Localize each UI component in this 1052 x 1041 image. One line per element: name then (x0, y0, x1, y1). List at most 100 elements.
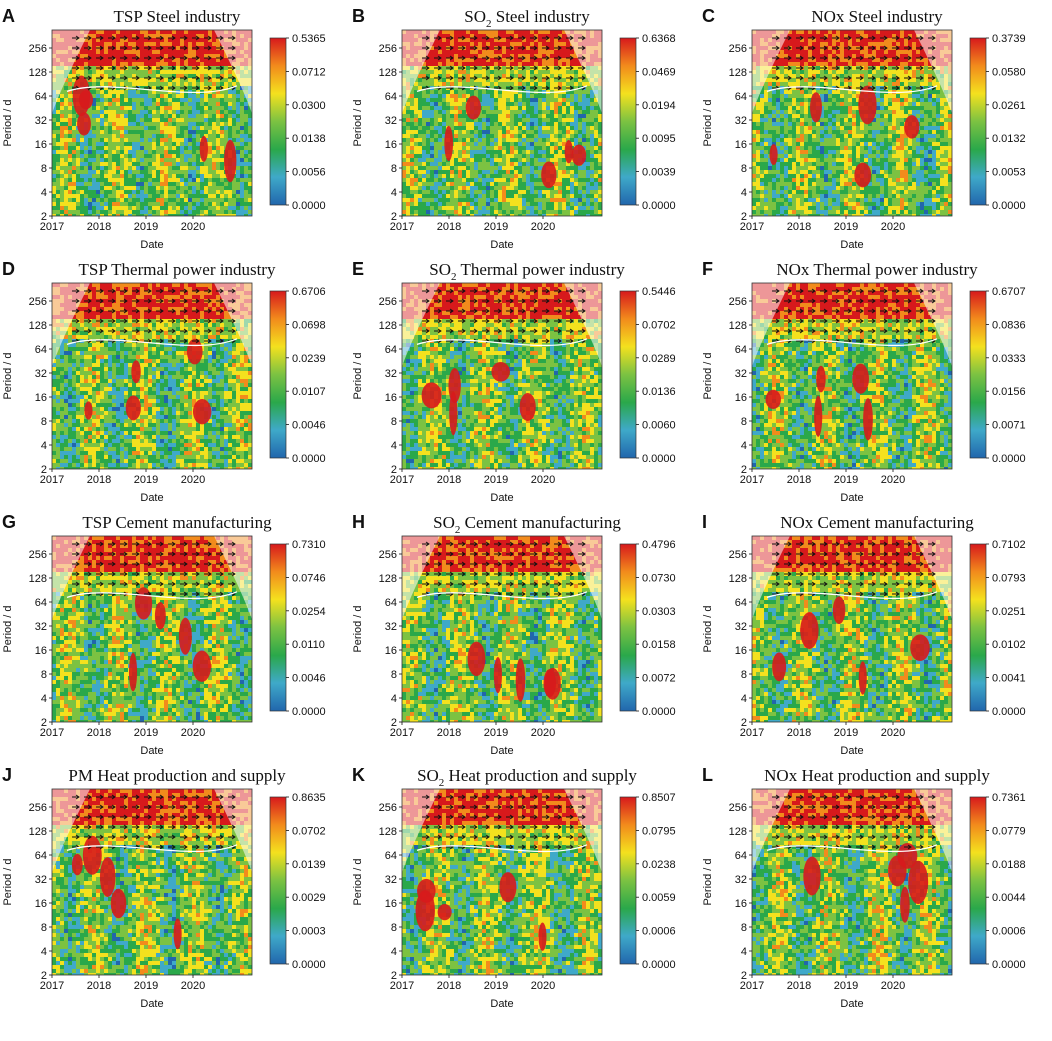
colorbar-tick-label: 0.5446 (642, 286, 676, 298)
x-tick-label: 2018 (437, 474, 461, 486)
y-tick-label: 256 (29, 802, 47, 814)
x-tick-label: 2017 (390, 727, 414, 739)
colorbar (620, 38, 636, 205)
colorbar-tick-label: 0.0006 (642, 926, 676, 938)
chart-title: SO2 Steel industry (464, 7, 590, 30)
panel-letter: J (2, 765, 12, 785)
chart-title: TSP Cement manufacturing (82, 513, 272, 532)
y-tick-label: 32 (385, 621, 397, 633)
y-tick-label: 4 (41, 440, 47, 452)
colorbar-tick-label: 0.0836 (992, 319, 1026, 331)
colorbar-tick-label: 0.4796 (642, 539, 676, 551)
colorbar-tick-label: 0.0289 (642, 353, 676, 365)
chart-title: SO2 Thermal power industry (429, 260, 625, 283)
x-tick-label: 2020 (531, 474, 555, 486)
x-axis-label: Date (140, 745, 163, 757)
x-axis-label: Date (490, 492, 513, 504)
panel-letter: D (2, 259, 15, 279)
y-tick-label: 32 (735, 874, 747, 886)
heatmap (402, 30, 602, 218)
x-tick-label: 2018 (787, 980, 811, 992)
colorbar-tick-label: 0.0056 (292, 167, 326, 179)
x-tick-label: 2018 (437, 221, 461, 233)
y-tick-label: 64 (385, 597, 397, 609)
y-axis-label: Period / d (352, 99, 364, 146)
x-tick-label: 2017 (40, 727, 64, 739)
y-tick-label: 4 (741, 693, 747, 705)
y-tick-label: 8 (741, 163, 747, 175)
heatmap (752, 536, 952, 724)
y-tick-label: 64 (35, 344, 47, 356)
colorbar-tick-label: 0.0779 (992, 825, 1026, 837)
colorbar (970, 38, 986, 205)
y-tick-label: 128 (379, 573, 397, 585)
x-tick-label: 2019 (834, 221, 858, 233)
colorbar-tick-label: 0.0795 (642, 825, 676, 837)
colorbar-tick-label: 0.8635 (292, 792, 326, 804)
y-tick-label: 128 (379, 67, 397, 79)
y-tick-label: 256 (729, 296, 747, 308)
x-tick-label: 2019 (484, 474, 508, 486)
colorbar-tick-label: 0.0793 (992, 572, 1026, 584)
colorbar-tick-label: 0.7361 (992, 792, 1026, 804)
y-axis-label: Period / d (352, 352, 364, 399)
colorbar-tick-label: 0.0194 (642, 100, 676, 112)
heatmap (52, 30, 252, 218)
chart-title: NOx Thermal power industry (776, 260, 978, 279)
y-tick-label: 8 (391, 416, 397, 428)
colorbar-tick-label: 0.0060 (642, 420, 676, 432)
y-tick-label: 32 (735, 368, 747, 380)
y-tick-label: 256 (729, 549, 747, 561)
panel-letter: F (702, 259, 713, 279)
y-tick-label: 64 (735, 597, 747, 609)
y-tick-label: 64 (35, 597, 47, 609)
colorbar-tick-label: 0.0698 (292, 319, 326, 331)
chart-title: TSP Steel industry (114, 7, 241, 26)
y-axis-label: Period / d (352, 858, 364, 905)
y-tick-label: 16 (35, 392, 47, 404)
y-axis-label: Period / d (352, 605, 364, 652)
colorbar-tick-label: 0.0303 (642, 606, 676, 618)
y-tick-label: 8 (391, 163, 397, 175)
colorbar-tick-label: 0.0702 (642, 319, 676, 331)
panel-letter: E (352, 259, 364, 279)
y-tick-label: 128 (29, 826, 47, 838)
x-tick-label: 2020 (531, 727, 555, 739)
panel-letter: I (702, 512, 707, 532)
colorbar-tick-label: 0.0000 (642, 706, 676, 718)
heatmap (52, 283, 252, 471)
colorbar-tick-label: 0.6707 (992, 286, 1026, 298)
heatmap (752, 789, 952, 977)
colorbar-tick-label: 0.8507 (642, 792, 676, 804)
x-tick-label: 2020 (181, 474, 205, 486)
y-tick-label: 128 (29, 573, 47, 585)
x-tick-label: 2017 (390, 474, 414, 486)
y-tick-label: 16 (385, 392, 397, 404)
y-tick-label: 8 (741, 416, 747, 428)
x-tick-label: 2017 (40, 980, 64, 992)
chart-title: NOx Heat production and supply (764, 766, 990, 785)
y-axis-label: Period / d (702, 605, 714, 652)
chart-title: NOx Steel industry (811, 7, 943, 26)
colorbar-tick-label: 0.0712 (292, 66, 326, 78)
y-tick-label: 32 (385, 368, 397, 380)
x-axis-label: Date (490, 998, 513, 1010)
y-tick-label: 128 (729, 573, 747, 585)
x-tick-label: 2019 (834, 474, 858, 486)
x-tick-label: 2019 (484, 221, 508, 233)
colorbar-tick-label: 0.0102 (992, 639, 1026, 651)
y-tick-label: 256 (379, 43, 397, 55)
colorbar-tick-label: 0.0580 (992, 66, 1026, 78)
chart-title: SO2 Cement manufacturing (433, 513, 621, 536)
x-tick-label: 2017 (740, 980, 764, 992)
colorbar-tick-label: 0.0095 (642, 133, 676, 145)
y-tick-label: 128 (379, 826, 397, 838)
x-tick-label: 2019 (484, 980, 508, 992)
x-tick-label: 2020 (181, 980, 205, 992)
x-tick-label: 2017 (390, 221, 414, 233)
